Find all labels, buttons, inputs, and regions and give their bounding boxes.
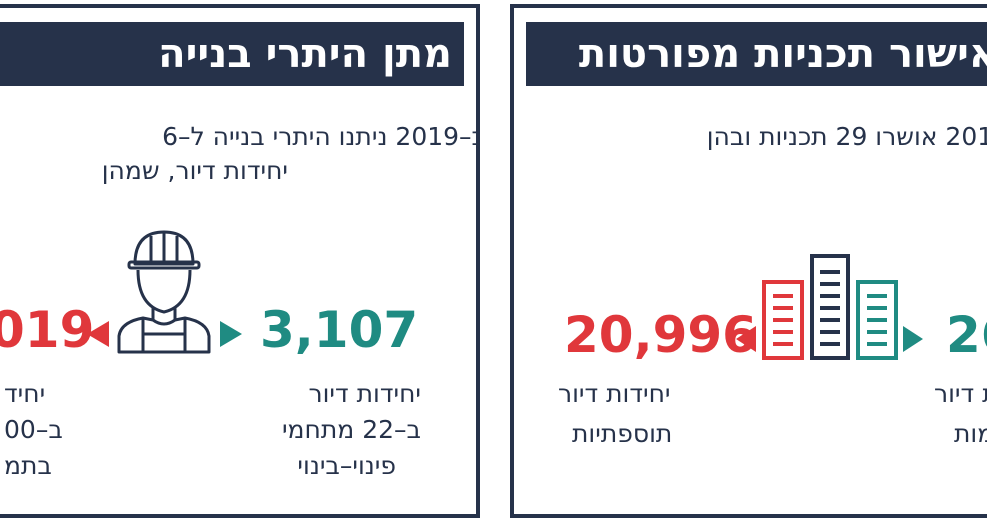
intro-line: ב–2019 ניתנו היתרי בנייה ל–6 <box>162 122 476 151</box>
stat-label: תוספתיות <box>572 419 673 448</box>
stat-label: פינוי–בינוי <box>297 451 396 480</box>
building-permits-panel: מתן היתרי בנייה ב–2019 ניתנו היתרי בנייה… <box>0 4 480 518</box>
stat-number-teal: 3,107 <box>260 301 419 359</box>
stat-label: קיימות <box>954 419 987 448</box>
intro-line: ב–2019 אושרו 29 תכניות ובהן <box>706 122 987 151</box>
stat-label: ב–00 <box>4 415 63 444</box>
stat-number-red: 019 <box>0 301 95 359</box>
detailed-plans-panel: אישור תכניות מפורטות ב–2019 אושרו 29 תכנ… <box>510 4 987 518</box>
buildings-icon <box>762 254 898 360</box>
panel-title: מתן היתרי בנייה <box>0 22 464 86</box>
stat-label: יחידות דיור <box>558 379 671 408</box>
stat-label: יחידות דיור <box>308 379 421 408</box>
construction-worker-icon <box>117 230 211 354</box>
arrow-left-icon <box>736 326 756 352</box>
panel-title: אישור תכניות מפורטות <box>526 22 987 86</box>
arrow-left-icon <box>87 321 109 347</box>
intro-line: יחידות דיור, שמהן <box>101 156 288 185</box>
stat-label: יחידות דיור <box>934 379 987 408</box>
stat-label: ב–22 מתחמי <box>281 415 421 444</box>
stat-number-red: 20,996 <box>564 306 757 364</box>
stat-number-teal: 26 <box>946 306 987 364</box>
stat-label: יחיד <box>4 379 46 408</box>
arrow-right-icon <box>903 326 923 352</box>
arrow-right-icon <box>220 321 242 347</box>
stat-label: בתמ <box>4 451 52 480</box>
